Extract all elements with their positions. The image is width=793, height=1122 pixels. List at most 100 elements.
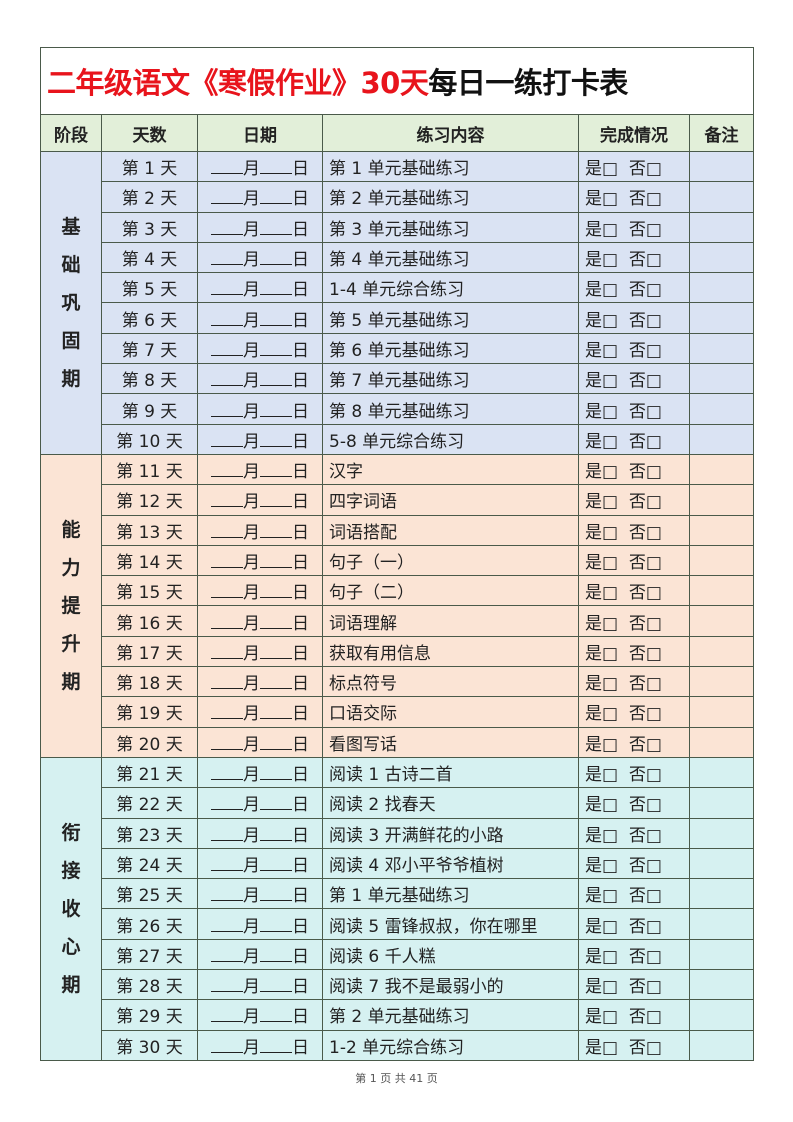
yes-checkbox[interactable]: 是□ bbox=[585, 704, 619, 725]
yes-checkbox[interactable]: 是□ bbox=[585, 1007, 619, 1028]
no-checkbox[interactable]: 否□ bbox=[628, 310, 662, 331]
no-checkbox[interactable]: 否□ bbox=[628, 189, 662, 210]
date-field[interactable]: 月日 bbox=[197, 1029, 323, 1061]
no-checkbox[interactable]: 否□ bbox=[628, 1037, 662, 1058]
date-field[interactable]: 月日 bbox=[197, 211, 323, 243]
yes-checkbox[interactable]: 是□ bbox=[585, 734, 619, 755]
date-field[interactable]: 月日 bbox=[197, 181, 323, 213]
no-checkbox[interactable]: 否□ bbox=[628, 1007, 662, 1028]
yes-checkbox[interactable]: 是□ bbox=[585, 886, 619, 907]
notes-cell[interactable] bbox=[688, 181, 755, 213]
no-checkbox[interactable]: 否□ bbox=[628, 916, 662, 937]
no-checkbox[interactable]: 否□ bbox=[628, 977, 662, 998]
notes-cell[interactable] bbox=[688, 666, 755, 698]
notes-cell[interactable] bbox=[688, 908, 755, 940]
notes-cell[interactable] bbox=[688, 302, 755, 334]
notes-cell[interactable] bbox=[688, 817, 755, 849]
yes-checkbox[interactable]: 是□ bbox=[585, 401, 619, 422]
no-checkbox[interactable]: 否□ bbox=[628, 643, 662, 664]
notes-cell[interactable] bbox=[688, 241, 755, 274]
date-field[interactable]: 月日 bbox=[197, 726, 323, 758]
no-checkbox[interactable]: 否□ bbox=[628, 886, 662, 907]
notes-cell[interactable] bbox=[688, 847, 755, 880]
yes-checkbox[interactable]: 是□ bbox=[585, 431, 619, 452]
no-checkbox[interactable]: 否□ bbox=[628, 795, 662, 816]
yes-checkbox[interactable]: 是□ bbox=[585, 159, 619, 180]
date-field[interactable]: 月日 bbox=[197, 575, 323, 607]
yes-checkbox[interactable]: 是□ bbox=[585, 946, 619, 967]
notes-cell[interactable] bbox=[688, 635, 755, 668]
notes-cell[interactable] bbox=[688, 544, 755, 577]
notes-cell[interactable] bbox=[688, 726, 755, 758]
date-field[interactable]: 月日 bbox=[197, 302, 323, 334]
date-field[interactable]: 月日 bbox=[197, 332, 323, 365]
notes-cell[interactable] bbox=[688, 938, 755, 971]
date-field[interactable]: 月日 bbox=[197, 787, 323, 819]
no-checkbox[interactable]: 否□ bbox=[628, 401, 662, 422]
yes-checkbox[interactable]: 是□ bbox=[585, 462, 619, 483]
no-checkbox[interactable]: 否□ bbox=[628, 340, 662, 361]
notes-cell[interactable] bbox=[688, 211, 755, 243]
no-checkbox[interactable]: 否□ bbox=[628, 159, 662, 180]
yes-checkbox[interactable]: 是□ bbox=[585, 1037, 619, 1058]
date-field[interactable]: 月日 bbox=[197, 938, 323, 971]
date-field[interactable]: 月日 bbox=[197, 817, 323, 849]
date-field[interactable]: 月日 bbox=[197, 272, 323, 304]
notes-cell[interactable] bbox=[688, 514, 755, 546]
notes-cell[interactable] bbox=[688, 1029, 755, 1061]
no-checkbox[interactable]: 否□ bbox=[628, 855, 662, 876]
date-field[interactable]: 月日 bbox=[197, 847, 323, 880]
yes-checkbox[interactable]: 是□ bbox=[585, 855, 619, 876]
notes-cell[interactable] bbox=[688, 150, 755, 183]
yes-checkbox[interactable]: 是□ bbox=[585, 825, 619, 846]
yes-checkbox[interactable]: 是□ bbox=[585, 340, 619, 361]
no-checkbox[interactable]: 否□ bbox=[628, 825, 662, 846]
yes-checkbox[interactable]: 是□ bbox=[585, 250, 619, 271]
yes-checkbox[interactable]: 是□ bbox=[585, 583, 619, 604]
no-checkbox[interactable]: 否□ bbox=[628, 583, 662, 604]
yes-checkbox[interactable]: 是□ bbox=[585, 522, 619, 543]
yes-checkbox[interactable]: 是□ bbox=[585, 613, 619, 634]
date-field[interactable]: 月日 bbox=[197, 756, 323, 789]
date-field[interactable]: 月日 bbox=[197, 999, 323, 1031]
notes-cell[interactable] bbox=[688, 453, 755, 486]
yes-checkbox[interactable]: 是□ bbox=[585, 371, 619, 392]
no-checkbox[interactable]: 否□ bbox=[628, 492, 662, 513]
notes-cell[interactable] bbox=[688, 969, 755, 1001]
no-checkbox[interactable]: 否□ bbox=[628, 219, 662, 240]
date-field[interactable]: 月日 bbox=[197, 393, 323, 425]
yes-checkbox[interactable]: 是□ bbox=[585, 310, 619, 331]
no-checkbox[interactable]: 否□ bbox=[628, 280, 662, 301]
date-field[interactable]: 月日 bbox=[197, 878, 323, 910]
no-checkbox[interactable]: 否□ bbox=[628, 431, 662, 452]
yes-checkbox[interactable]: 是□ bbox=[585, 492, 619, 513]
notes-cell[interactable] bbox=[688, 484, 755, 516]
yes-checkbox[interactable]: 是□ bbox=[585, 219, 619, 240]
no-checkbox[interactable]: 否□ bbox=[628, 765, 662, 786]
date-field[interactable]: 月日 bbox=[197, 150, 323, 183]
date-field[interactable]: 月日 bbox=[197, 635, 323, 668]
no-checkbox[interactable]: 否□ bbox=[628, 250, 662, 271]
date-field[interactable]: 月日 bbox=[197, 423, 323, 455]
date-field[interactable]: 月日 bbox=[197, 453, 323, 486]
date-field[interactable]: 月日 bbox=[197, 241, 323, 274]
yes-checkbox[interactable]: 是□ bbox=[585, 977, 619, 998]
notes-cell[interactable] bbox=[688, 272, 755, 304]
notes-cell[interactable] bbox=[688, 363, 755, 395]
yes-checkbox[interactable]: 是□ bbox=[585, 674, 619, 695]
notes-cell[interactable] bbox=[688, 605, 755, 637]
yes-checkbox[interactable]: 是□ bbox=[585, 765, 619, 786]
date-field[interactable]: 月日 bbox=[197, 363, 323, 395]
notes-cell[interactable] bbox=[688, 332, 755, 365]
no-checkbox[interactable]: 否□ bbox=[628, 553, 662, 573]
yes-checkbox[interactable]: 是□ bbox=[585, 795, 619, 816]
date-field[interactable]: 月日 bbox=[197, 484, 323, 516]
no-checkbox[interactable]: 否□ bbox=[628, 946, 662, 967]
date-field[interactable]: 月日 bbox=[197, 544, 323, 577]
notes-cell[interactable] bbox=[688, 999, 755, 1031]
yes-checkbox[interactable]: 是□ bbox=[585, 553, 619, 573]
date-field[interactable]: 月日 bbox=[197, 605, 323, 637]
date-field[interactable]: 月日 bbox=[197, 514, 323, 546]
date-field[interactable]: 月日 bbox=[197, 666, 323, 698]
notes-cell[interactable] bbox=[688, 756, 755, 789]
